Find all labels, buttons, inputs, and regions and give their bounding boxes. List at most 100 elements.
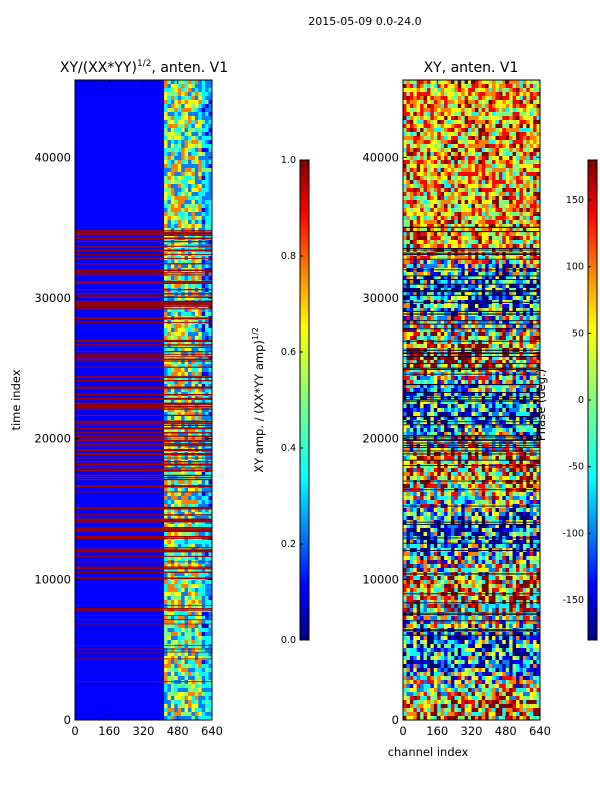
heatmap-cell	[167, 224, 172, 229]
heatmap-cell	[136, 380, 141, 385]
heatmap-cell	[181, 332, 185, 337]
heatmap-cell	[208, 552, 212, 557]
heatmap-cell	[150, 432, 155, 437]
heatmap-cell	[198, 492, 203, 497]
heatmap-cell	[194, 160, 199, 165]
heatmap-cell	[105, 488, 110, 493]
heatmap-cell	[95, 276, 100, 281]
heatmap-cell	[181, 532, 185, 537]
heatmap-cell	[184, 124, 189, 129]
heatmap-cell	[150, 116, 155, 121]
heatmap-cell	[198, 376, 203, 381]
heatmap-cell	[102, 416, 107, 421]
heatmap-cell	[109, 356, 113, 361]
heatmap-cell	[188, 364, 192, 369]
heatmap-cell	[150, 440, 155, 445]
heatmap-cell	[85, 272, 89, 277]
heatmap-cell	[105, 132, 110, 137]
heatmap-cell	[208, 212, 212, 217]
heatmap-cell	[164, 308, 168, 313]
heatmap-cell	[201, 216, 206, 221]
heatmap-cell	[78, 224, 83, 229]
heatmap-cell	[170, 472, 175, 477]
heatmap-cell	[160, 152, 165, 157]
heatmap-cell	[88, 164, 93, 169]
heatmap-cell	[92, 408, 96, 413]
heatmap-cell	[164, 552, 168, 557]
heatmap-cell	[188, 372, 192, 377]
heatmap-cell	[194, 88, 199, 93]
heatmap-cell	[160, 224, 165, 229]
heatmap-cell	[112, 332, 117, 337]
heatmap-cell	[150, 508, 155, 513]
heatmap-cell	[102, 388, 107, 393]
heatmap-cell	[181, 104, 185, 109]
heatmap-cell	[170, 376, 175, 381]
heatmap-cell	[208, 400, 212, 405]
heatmap-cell	[167, 400, 172, 405]
heatmap-cell	[133, 556, 137, 561]
heatmap-cell	[194, 412, 199, 417]
heatmap-cell	[129, 344, 134, 349]
heatmap-cell	[157, 464, 161, 469]
heatmap-cell	[133, 100, 137, 105]
heatmap-cell	[81, 312, 86, 317]
heatmap-cell	[129, 340, 134, 345]
heatmap-cell	[198, 148, 203, 153]
heatmap-cell	[188, 104, 192, 109]
heatmap-cell	[160, 112, 165, 117]
heatmap-cell	[109, 416, 113, 421]
heatmap-cell	[126, 168, 131, 173]
heatmap-cell	[184, 144, 189, 149]
heatmap-cell	[188, 216, 192, 221]
heatmap-cell	[191, 388, 196, 393]
heatmap-cell	[112, 112, 117, 117]
heatmap-cell	[170, 88, 175, 93]
heatmap-cell	[174, 532, 179, 537]
heatmap-cell	[205, 564, 209, 569]
heatmap-cell	[119, 492, 124, 497]
heatmap-cell	[75, 308, 79, 313]
heatmap-cell	[181, 176, 185, 181]
heatmap-cell	[177, 568, 182, 573]
heatmap-cell	[167, 332, 172, 337]
heatmap-cell	[157, 128, 161, 133]
heatmap-cell	[81, 412, 86, 417]
heatmap-cell	[170, 160, 175, 165]
heatmap-cell	[122, 348, 127, 353]
heatmap-cell	[170, 84, 175, 89]
heatmap-cell	[116, 196, 120, 201]
heatmap-cell	[81, 212, 86, 217]
heatmap-cell	[75, 388, 79, 393]
heatmap-cell	[105, 176, 110, 181]
heatmap-cell	[191, 260, 196, 265]
heatmap-cell	[126, 80, 131, 85]
heatmap-cell	[92, 224, 96, 229]
heatmap-cell	[198, 344, 203, 349]
heatmap-cell	[109, 172, 113, 177]
heatmap-cell	[170, 80, 175, 85]
heatmap-cell	[164, 376, 168, 381]
heatmap-cell	[75, 564, 79, 569]
heatmap-cell	[201, 260, 206, 265]
heatmap-cell	[157, 360, 161, 365]
heatmap-cell	[85, 276, 89, 281]
heatmap-cell	[143, 260, 148, 265]
heatmap-cell	[98, 204, 103, 209]
heatmap-cell	[146, 204, 151, 209]
heatmap-cell	[164, 220, 168, 225]
heatmap-cell	[201, 100, 206, 105]
heatmap-cell	[194, 552, 199, 557]
heatmap-cell	[177, 516, 182, 521]
heatmap-cell	[116, 364, 120, 369]
heatmap-cell	[85, 104, 89, 109]
heatmap-cell	[201, 296, 206, 301]
heatmap-cell	[167, 80, 172, 85]
heatmap-cell	[75, 568, 79, 573]
heatmap-cell	[133, 336, 137, 341]
heatmap-cell	[129, 364, 134, 369]
heatmap-cell	[150, 464, 155, 469]
heatmap-cell	[140, 120, 144, 125]
heatmap-cell	[98, 328, 103, 333]
heatmap-cell	[208, 488, 212, 493]
